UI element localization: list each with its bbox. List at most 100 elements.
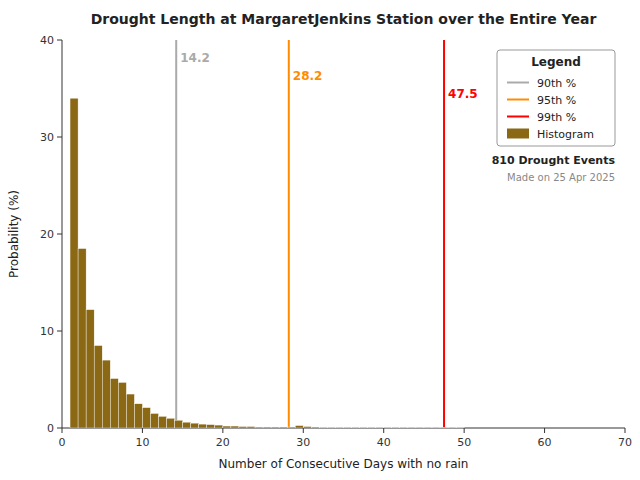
- legend: Legend90th %95th %99th %Histogram: [497, 50, 615, 146]
- y-tick: [57, 428, 62, 429]
- histogram-bar: [440, 427, 448, 428]
- y-tick-label: 20: [40, 228, 54, 241]
- histogram-bar: [416, 427, 424, 428]
- x-tick: [383, 428, 384, 433]
- x-tick-label: 50: [457, 436, 471, 449]
- data-labels: 14.228.247.5: [180, 51, 477, 101]
- x-tick-label: 10: [135, 436, 149, 449]
- plot-area: [70, 40, 464, 428]
- histogram-bar: [545, 428, 553, 429]
- histogram-bar: [384, 427, 392, 428]
- histogram-bar: [472, 428, 480, 429]
- histogram-bar: [448, 427, 456, 428]
- x-tick-label: 30: [296, 436, 310, 449]
- x-tick: [464, 428, 465, 433]
- percentile-line: [443, 40, 445, 428]
- histogram-bar: [352, 427, 360, 428]
- histogram-bar: [303, 427, 311, 428]
- histogram-bar: [344, 427, 352, 428]
- histogram-bar: [271, 427, 279, 428]
- legend-frame: [497, 50, 615, 146]
- histogram-bar: [150, 413, 158, 428]
- histogram-bar: [488, 428, 496, 429]
- legend-swatch: [507, 82, 529, 84]
- histogram-bar: [287, 427, 295, 428]
- x-tick-label: 0: [59, 436, 66, 449]
- histogram-bar: [480, 428, 488, 429]
- histogram-bar: [175, 420, 183, 428]
- histogram-bar: [102, 360, 110, 428]
- histogram-bar: [78, 249, 86, 428]
- histogram-bar: [215, 425, 223, 428]
- y-tick: [57, 331, 62, 332]
- x-tick-label: 20: [216, 436, 230, 449]
- histogram-bar: [199, 424, 207, 428]
- histogram-bar: [360, 427, 368, 428]
- histogram-bar: [335, 427, 343, 428]
- histogram-bar: [464, 428, 472, 429]
- histogram-bar: [327, 427, 335, 428]
- histogram-bar: [319, 427, 327, 428]
- annotation: 810 Drought Events: [492, 154, 616, 167]
- legend-swatch: [507, 116, 529, 118]
- y-tick-label: 0: [47, 422, 54, 435]
- y-tick: [57, 234, 62, 235]
- histogram-bar: [118, 382, 126, 428]
- x-tick-label: 60: [538, 436, 552, 449]
- histogram-bar: [311, 427, 319, 428]
- histogram-bar: [520, 428, 528, 429]
- histogram-bar: [432, 427, 440, 428]
- histogram-bar: [134, 404, 142, 428]
- x-tick: [303, 428, 304, 433]
- histogram-bar: [223, 426, 231, 428]
- histogram-bar: [368, 427, 376, 428]
- histogram-bar: [126, 394, 134, 428]
- percentile-label: 28.2: [293, 69, 323, 83]
- legend-entry: Histogram: [537, 128, 594, 141]
- percentile-line: [175, 40, 177, 428]
- legend-title: Legend: [531, 55, 581, 69]
- histogram-bar: [528, 428, 536, 429]
- x-tick: [544, 428, 545, 433]
- histogram: [70, 98, 464, 428]
- histogram-bar: [279, 427, 287, 428]
- legend-entry: 95th %: [537, 94, 576, 107]
- chart: Drought Length at MargaretJenkins Statio…: [0, 0, 640, 480]
- histogram-bar: [295, 426, 303, 428]
- y-tick-label: 30: [40, 131, 54, 144]
- histogram-bar: [537, 428, 545, 429]
- histogram-bar: [110, 379, 118, 428]
- histogram-bar: [70, 98, 78, 428]
- axes: 010203040506070010203040: [40, 34, 632, 449]
- x-tick: [142, 428, 143, 433]
- histogram-bar: [376, 427, 384, 428]
- title: Drought Length at MargaretJenkins Statio…: [91, 11, 597, 27]
- y-tick: [57, 137, 62, 138]
- histogram-bar: [207, 425, 215, 428]
- histogram-bar: [142, 408, 150, 428]
- histogram-bar: [239, 427, 247, 428]
- histogram-bar: [392, 427, 400, 428]
- legend-swatch: [507, 99, 529, 101]
- percentile-label: 47.5: [448, 87, 478, 101]
- x-tick: [625, 428, 626, 433]
- histogram-bar: [191, 423, 199, 428]
- legend-entry: 99th %: [537, 111, 576, 124]
- x-axis-label: Number of Consecutive Days with no rain: [219, 457, 469, 471]
- histogram-bar: [400, 427, 408, 428]
- histogram-bar: [86, 310, 94, 428]
- histogram-bar: [424, 427, 432, 428]
- histogram-bar: [247, 427, 255, 428]
- legend-swatch: [507, 129, 529, 139]
- histogram-bar: [183, 422, 191, 428]
- percentile-line: [288, 40, 290, 428]
- x-tick-label: 40: [377, 436, 391, 449]
- histogram-bar: [456, 427, 464, 428]
- histogram-bar: [504, 428, 512, 429]
- histogram-bar: [231, 426, 239, 428]
- histogram-bar: [255, 427, 263, 428]
- histogram-bar: [496, 428, 504, 429]
- annotation: Made on 25 Apr 2025: [507, 172, 615, 183]
- x-tick: [62, 428, 63, 433]
- x-tick-label: 70: [618, 436, 632, 449]
